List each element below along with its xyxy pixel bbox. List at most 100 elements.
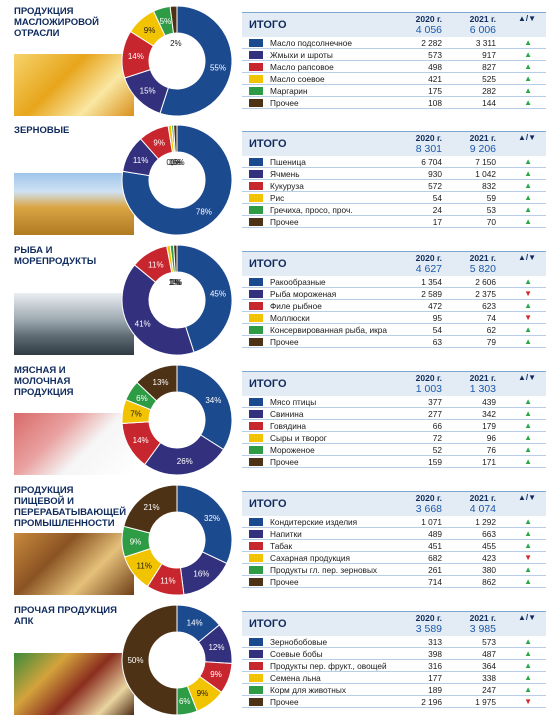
trend-up-icon: ▲	[524, 62, 532, 71]
pie-label-1: 32%	[204, 514, 220, 523]
total-2021: 1 303	[469, 383, 496, 395]
section-photo	[14, 173, 134, 235]
pie-label-3: 14%	[133, 436, 149, 445]
year-2021-header: 2021 г.	[469, 493, 496, 503]
pie-label-2: 16%	[193, 570, 209, 579]
pie-slice-6	[169, 5, 178, 34]
table-row: Прочее 63 79 ▲	[242, 336, 546, 348]
legend-swatch	[249, 87, 263, 95]
legend-swatch	[249, 170, 263, 178]
value-2021: 53	[486, 205, 496, 215]
legend-swatch	[249, 686, 263, 694]
legend-swatch	[249, 518, 263, 526]
value-2021: 247	[482, 685, 496, 695]
table-row: Свинина 277 342 ▲	[242, 408, 546, 420]
total-2020: 3 668	[415, 503, 442, 515]
row-label: Пшеница	[270, 157, 306, 167]
section-title: ПРОДУКЦИЯ ПИЩЕВОЙ И ПЕРЕРАБАТЫВАЮЩЕЙ ПРО…	[14, 485, 127, 529]
legend-swatch	[249, 51, 263, 59]
value-2020: 2 589	[421, 289, 442, 299]
row-label: Табак	[270, 541, 293, 551]
table-row: Кукуруза 572 832 ▲	[242, 180, 546, 192]
trend-up-icon: ▲	[524, 409, 532, 418]
table-row: Пшеница 6 704 7 150 ▲	[242, 156, 546, 168]
row-label: Кондитерские изделия	[270, 517, 358, 527]
value-2021: 1 042	[475, 169, 496, 179]
value-2020: 66	[432, 421, 442, 431]
pie-label-4: 1%	[169, 158, 181, 167]
table-header: ИТОГО 2020 г. 2021 г. ▲/▼ 4 056 6 006	[242, 13, 546, 37]
table-row: Гречиха, просо, проч. 24 53 ▲	[242, 204, 546, 216]
value-2020: 95	[432, 313, 442, 323]
pie-slice-1	[159, 5, 233, 117]
legend-swatch	[249, 422, 263, 430]
row-label: Свинина	[270, 409, 304, 419]
pie-label-5: 5%	[160, 17, 172, 26]
value-2020: 572	[428, 181, 442, 191]
row-label: Ракообразные	[270, 277, 326, 287]
legend-swatch	[249, 314, 263, 322]
value-2020: 489	[428, 529, 442, 539]
value-2021: 827	[482, 62, 496, 72]
legend-swatch	[249, 326, 263, 334]
trend-up-icon: ▲	[524, 517, 532, 526]
value-2021: 423	[482, 553, 496, 563]
value-2020: 108	[428, 98, 442, 108]
legend-swatch	[249, 194, 263, 202]
table-row: Моллюски 95 74 ▼	[242, 312, 546, 324]
row-label: Гречиха, просо, проч.	[270, 205, 353, 215]
trend-up-icon: ▲	[524, 325, 532, 334]
total-2020: 4 627	[415, 263, 442, 275]
value-2020: 451	[428, 541, 442, 551]
trend-header: ▲/▼	[517, 133, 536, 142]
total-2021: 4 074	[469, 503, 496, 515]
pie-label-2: 41%	[135, 319, 151, 328]
trend-up-icon: ▲	[524, 217, 532, 226]
trend-up-icon: ▲	[524, 50, 532, 59]
pie-slice-1	[121, 124, 233, 236]
table-header: ИТОГО 2020 г. 2021 г. ▲/▼ 8 301 9 206	[242, 132, 546, 156]
table-row: Сыры и творог 72 96 ▲	[242, 432, 546, 444]
legend-swatch	[249, 158, 263, 166]
value-2020: 714	[428, 577, 442, 587]
legend-swatch	[249, 290, 263, 298]
row-label: Корм для животных	[270, 685, 346, 695]
value-2021: 79	[486, 337, 496, 347]
table-row: Сахарная продукция 682 423 ▼	[242, 552, 546, 564]
year-2020-header: 2020 г.	[415, 493, 442, 503]
trend-up-icon: ▲	[524, 397, 532, 406]
pie-label-2: 26%	[177, 457, 193, 466]
trend-up-icon: ▲	[524, 529, 532, 538]
year-2020-header: 2020 г.	[415, 253, 442, 263]
value-2020: 377	[428, 397, 442, 407]
section-title: ПРОДУКЦИЯ МАСЛОЖИРОВОЙ ОТРАСЛИ	[14, 6, 99, 39]
pie-label-3: 14%	[128, 52, 144, 61]
trend-header: ▲/▼	[517, 253, 536, 262]
legend-swatch	[249, 554, 263, 562]
table-header: ИТОГО 2020 г. 2021 г. ▲/▼ 3 668 4 074	[242, 492, 546, 516]
table-row: Семена льна 177 338 ▲	[242, 672, 546, 684]
section-2: ЗЕРНОВЫЕ 78% 11% 9% 1% 0,6% 1% ИТОГО 2020 г. 2021…	[0, 121, 552, 239]
trend-down-icon: ▼	[524, 313, 532, 322]
legend-swatch	[249, 674, 263, 682]
trend-up-icon: ▲	[524, 541, 532, 550]
total-2020: 3 589	[415, 623, 442, 635]
donut-chart: 34% 26% 14% 7% 6% 13%	[118, 361, 236, 479]
donut-chart: 78% 11% 9% 1% 0,6% 1%	[118, 121, 236, 239]
value-2021: 144	[482, 98, 496, 108]
row-label: Кукуруза	[270, 181, 304, 191]
legend-swatch	[249, 662, 263, 670]
pie-label-5: 6%	[179, 697, 191, 706]
trend-header: ▲/▼	[517, 373, 536, 382]
table-row: Ячмень 930 1 042 ▲	[242, 168, 546, 180]
value-2021: 364	[482, 661, 496, 671]
row-label: Консервированная рыба, икра	[270, 325, 388, 335]
value-2020: 6 704	[421, 157, 442, 167]
pie-slice-1	[176, 244, 233, 353]
legend-swatch	[249, 698, 263, 706]
row-label: Прочее	[270, 577, 299, 587]
section-photo	[14, 653, 134, 715]
trend-up-icon: ▲	[524, 661, 532, 670]
pie-label-3: 9%	[210, 670, 222, 679]
trend-down-icon: ▼	[524, 553, 532, 562]
